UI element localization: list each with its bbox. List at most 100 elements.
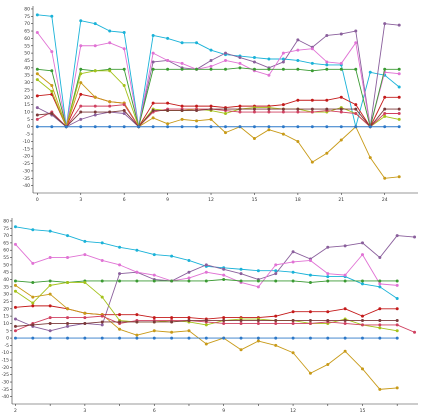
data-point [118,327,122,331]
data-point [50,50,54,54]
y-tick-label: 5 [6,328,9,334]
data-point [413,235,417,239]
data-point [222,278,226,282]
series-line [37,93,400,128]
data-point [118,336,122,340]
y-tick-label: 0 [6,336,9,342]
data-point [383,114,387,118]
data-point [180,104,184,108]
x-tick-label: 21 [338,197,344,203]
data-point [204,263,208,267]
data-point [274,269,278,273]
data-point [13,329,17,333]
data-point [100,336,104,340]
data-point [267,57,271,61]
data-point [100,279,104,283]
y-tick-label: -30 [2,380,9,386]
data-point [50,84,54,88]
series-5 [13,280,399,333]
data-point [151,101,155,105]
x-tick-label: 9 [222,408,225,413]
data-point [339,125,343,129]
series-4 [13,304,399,321]
series-line [37,23,400,128]
y-tick-label: -5 [5,343,10,349]
x-tick-label: 12 [208,197,214,203]
data-point [354,29,358,33]
data-point [310,61,314,65]
data-point [195,41,199,45]
data-point [239,279,243,283]
data-point [137,125,141,129]
y-tick-label: 75 [24,14,30,20]
data-point [360,336,364,340]
data-point [209,104,213,108]
data-point [252,110,256,114]
data-point [204,342,208,346]
y-tick-label: 25 [24,87,30,93]
y-tick-label: 40 [3,277,9,283]
data-point [13,242,17,246]
data-point [308,336,312,340]
data-point [308,258,312,262]
data-point [79,104,83,108]
data-point [308,319,312,323]
data-point [343,279,347,283]
data-point [166,58,170,62]
data-point [118,272,122,276]
data-point [224,58,227,62]
y-tick-label: 80 [24,6,30,12]
data-point [13,225,17,229]
data-point [274,279,278,283]
y-tick-label: -10 [2,350,9,356]
data-point [354,125,358,129]
data-point [31,304,35,308]
data-point [118,263,122,267]
data-point [222,321,226,325]
y-tick-label: -40 [2,394,9,400]
data-point [222,267,226,271]
data-point [256,269,260,273]
data-point [195,125,199,129]
data-point [252,67,256,71]
y-tick-label: -20 [23,154,30,160]
data-point [79,81,83,85]
data-point [122,109,126,113]
data-point [209,58,213,62]
data-point [166,67,170,71]
data-point [79,67,83,71]
data-point [224,125,227,129]
data-point [170,279,174,283]
data-point [50,125,54,129]
data-point [48,283,52,287]
data-point [310,98,314,102]
data-point [325,125,329,129]
data-point [239,272,243,276]
data-point [397,67,401,71]
data-point [281,107,285,111]
y-tick-label: -10 [23,139,30,145]
series-0 [35,13,401,129]
data-point [166,122,170,126]
data-point [274,321,278,325]
data-point [310,47,314,51]
data-point [310,125,314,129]
data-point [187,258,191,262]
data-point [35,113,39,117]
data-point [209,64,213,68]
data-point [83,239,87,243]
data-point [180,61,184,65]
data-point [79,72,83,76]
data-point [252,56,256,60]
y-tick-label: 10 [24,110,30,116]
data-point [281,110,285,114]
data-point [339,110,343,114]
data-point [224,51,227,55]
data-point [83,280,87,284]
data-point [310,160,314,164]
data-point [79,110,83,114]
data-point [343,273,347,277]
data-point [325,151,329,155]
data-point [108,41,112,45]
